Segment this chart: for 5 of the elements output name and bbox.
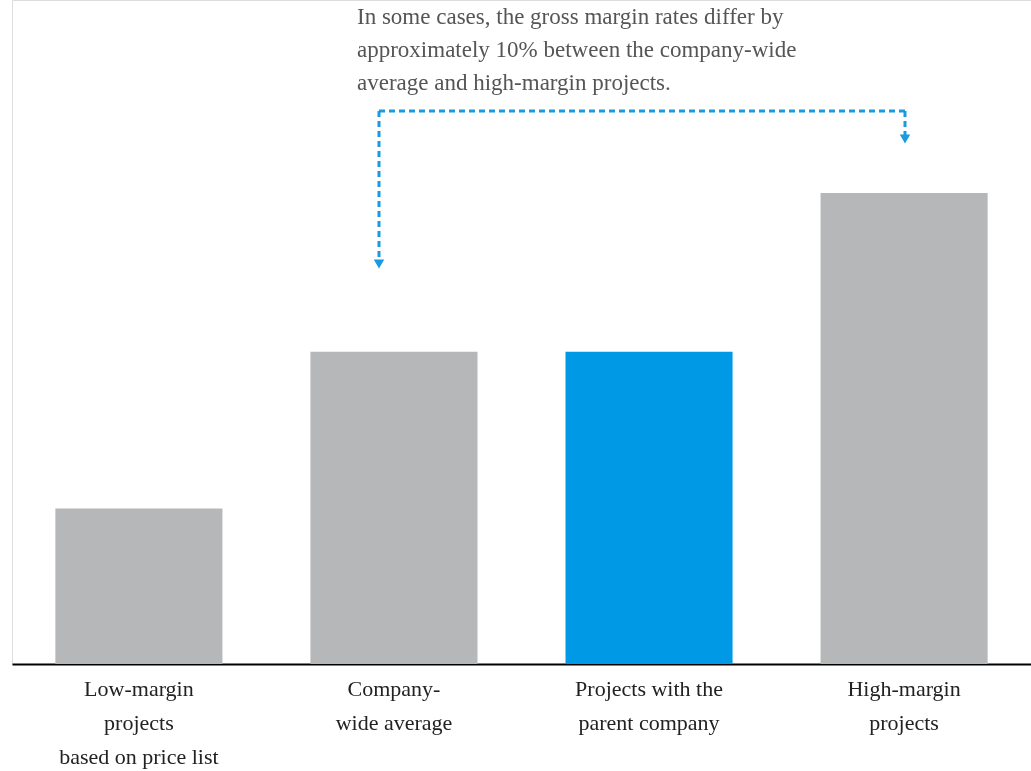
x-tick-label: High-margin projects — [847, 675, 961, 735]
text: In some cases, the gross margin rates differ by approximately 10% between the company-wide average and high-margin projects. — [357, 4, 797, 95]
x-tick-label: Low-margin projects based on price list — [59, 675, 219, 769]
x-tick-label: Company- wide average — [335, 675, 453, 735]
x-tick-label: Projects with the parent company — [575, 675, 723, 735]
